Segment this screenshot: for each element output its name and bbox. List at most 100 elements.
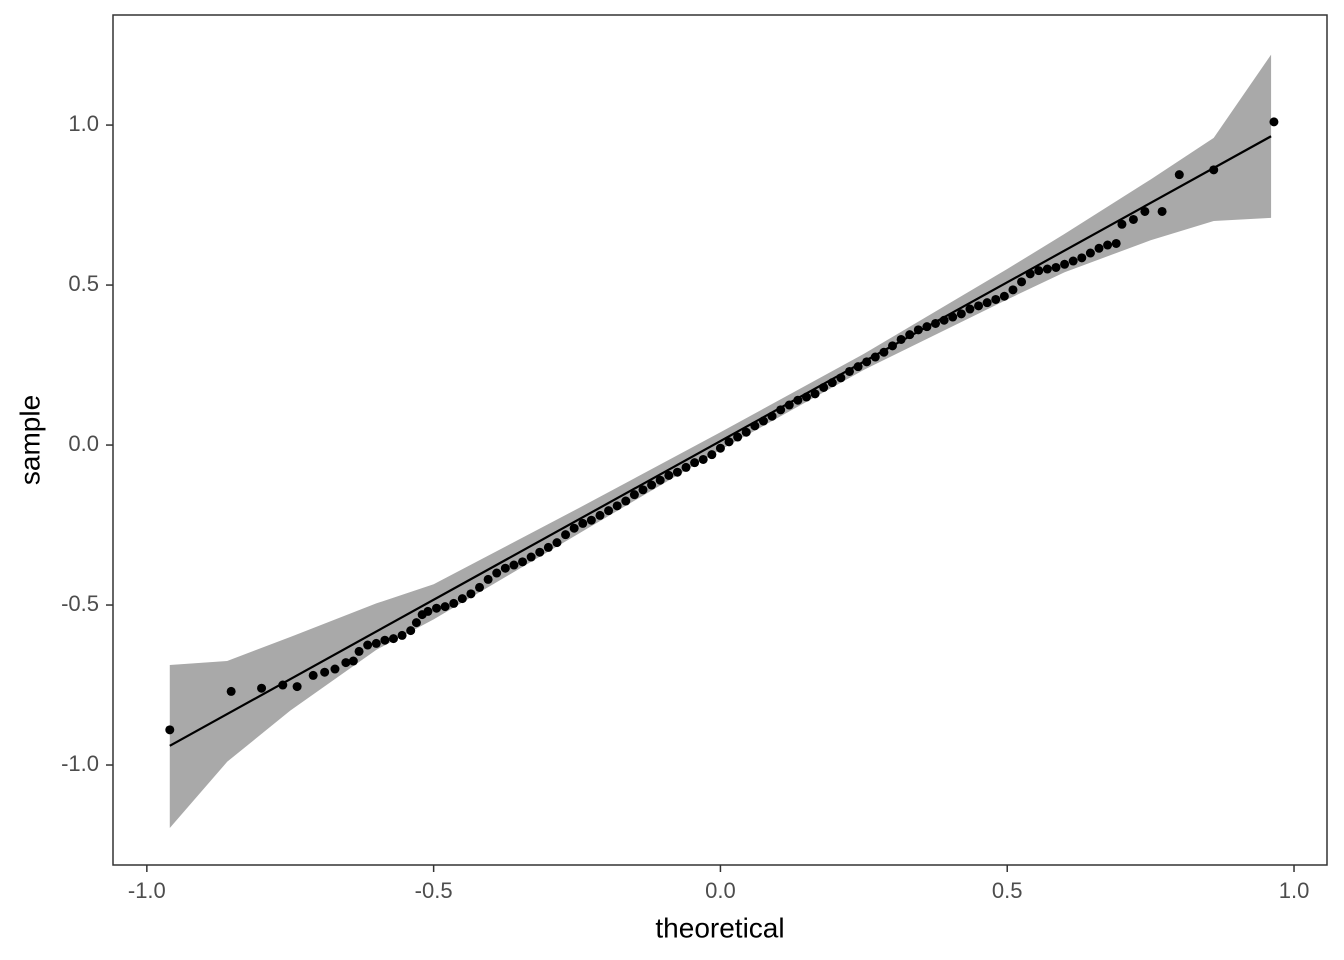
point	[586, 515, 596, 525]
point	[844, 366, 854, 376]
point	[561, 530, 571, 540]
point	[1140, 206, 1150, 216]
point	[801, 392, 811, 402]
point	[320, 667, 330, 677]
point	[1111, 238, 1121, 248]
point	[500, 563, 510, 573]
point	[604, 506, 614, 516]
point	[621, 496, 631, 506]
y-tick-label: 0.0	[68, 431, 99, 456]
point	[1103, 240, 1113, 250]
point	[827, 378, 837, 388]
point	[888, 341, 898, 351]
y-tick-label: -0.5	[61, 591, 99, 616]
point	[1209, 165, 1219, 175]
point	[896, 334, 906, 344]
point	[612, 501, 622, 511]
point	[707, 450, 717, 460]
point	[411, 618, 421, 628]
point	[278, 680, 288, 690]
point	[1077, 253, 1087, 263]
point	[672, 467, 682, 477]
point	[371, 638, 381, 648]
point	[784, 400, 794, 410]
point	[330, 664, 340, 674]
point	[535, 547, 545, 557]
x-tick-label: -1.0	[128, 878, 166, 903]
point	[1060, 259, 1070, 269]
point	[724, 437, 734, 447]
point	[715, 443, 725, 453]
point	[836, 373, 846, 383]
point	[922, 322, 932, 332]
point	[793, 395, 803, 405]
y-tick-label: 1.0	[68, 111, 99, 136]
point	[432, 603, 442, 613]
point	[1008, 285, 1018, 295]
point	[638, 485, 648, 495]
point	[862, 357, 872, 367]
point	[1017, 277, 1027, 287]
point	[1117, 219, 1127, 229]
point	[457, 594, 467, 604]
point	[569, 523, 579, 533]
point	[982, 298, 992, 308]
point	[1085, 248, 1095, 258]
point	[1034, 266, 1044, 276]
point	[698, 454, 708, 464]
y-tick-label: -1.0	[61, 751, 99, 776]
point	[423, 606, 433, 616]
point	[257, 683, 267, 693]
point	[1174, 170, 1184, 180]
point	[664, 470, 674, 480]
point	[380, 635, 390, 645]
x-tick-label: 1.0	[1279, 878, 1310, 903]
point	[483, 574, 493, 584]
point	[475, 582, 485, 592]
y-tick-label: 0.5	[68, 271, 99, 296]
point	[406, 626, 416, 636]
point	[1051, 262, 1061, 272]
reference-line	[169, 135, 1272, 747]
point	[991, 294, 1001, 304]
point	[363, 640, 373, 650]
point	[397, 630, 407, 640]
point	[974, 301, 984, 311]
y-axis-title: sample	[14, 395, 45, 485]
point	[948, 312, 958, 322]
x-tick-label: 0.0	[705, 878, 736, 903]
point	[690, 458, 700, 468]
point	[655, 475, 665, 485]
point	[226, 686, 236, 696]
point	[341, 658, 351, 668]
point	[388, 634, 398, 644]
point	[931, 318, 941, 328]
point	[466, 589, 476, 599]
point	[965, 304, 975, 314]
point	[552, 538, 562, 548]
point	[165, 725, 175, 735]
point	[348, 656, 358, 666]
point	[956, 309, 966, 319]
point	[440, 602, 450, 612]
point	[578, 518, 588, 528]
point	[853, 362, 863, 372]
point	[509, 560, 519, 570]
point	[526, 552, 536, 562]
point	[1042, 264, 1052, 274]
point	[776, 405, 786, 415]
point	[1025, 269, 1035, 279]
point	[1094, 243, 1104, 253]
point	[767, 411, 777, 421]
point	[449, 598, 459, 608]
point	[1128, 214, 1138, 224]
point	[819, 382, 829, 392]
point	[810, 389, 820, 399]
point	[1269, 117, 1279, 127]
point	[733, 432, 743, 442]
point	[741, 427, 751, 437]
x-tick-label: 0.5	[992, 878, 1023, 903]
point	[308, 670, 318, 680]
point	[870, 352, 880, 362]
